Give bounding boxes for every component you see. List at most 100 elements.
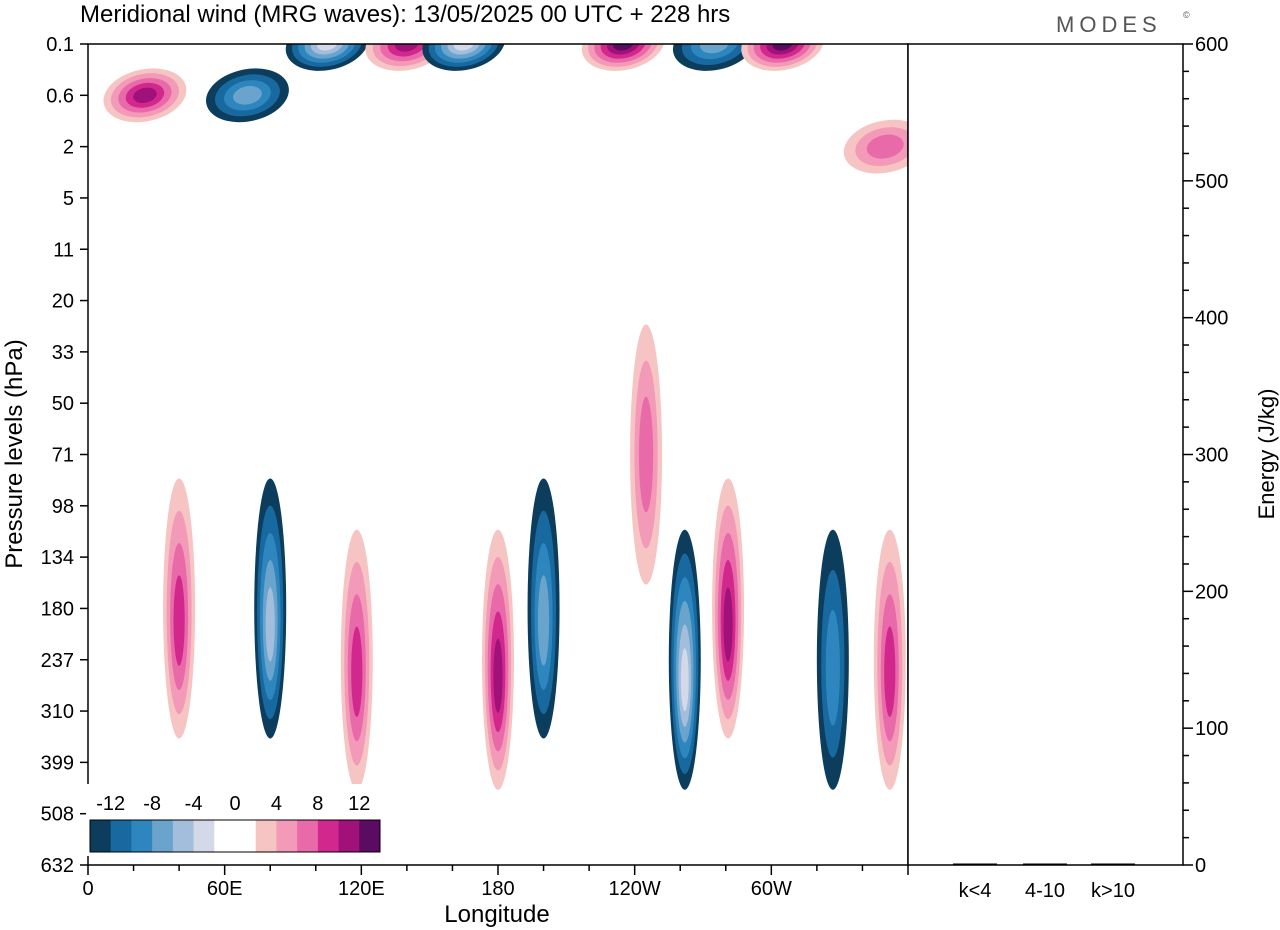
contour-band	[310, 44, 344, 55]
chart-title: Meridional wind (MRG waves): 13/05/2025 …	[80, 1, 730, 28]
y-tick-label: 632	[41, 855, 74, 877]
colorbar-legend: -12 -8 -4 0 4 8 12	[86, 784, 384, 856]
x-tick-label: 120E	[338, 878, 385, 900]
contour-band	[265, 587, 275, 662]
energy-category-label: k>10	[1091, 880, 1135, 902]
contour-band	[866, 134, 904, 159]
brand-logo: MODES	[1056, 12, 1162, 37]
energy-bars: k<4 4-10 k>10	[953, 863, 1135, 902]
wind-feature	[206, 68, 289, 123]
x-tick-label: 180	[481, 878, 514, 900]
energy-bar	[1091, 863, 1135, 865]
colorbar-label: 0	[229, 793, 240, 815]
wind-feature	[873, 529, 906, 790]
energy-axis-label: Energy (J/kg)	[1254, 389, 1279, 520]
energy-bar	[1023, 863, 1067, 865]
colorbar-swatch	[338, 820, 360, 852]
x-tick-label: 60W	[751, 878, 792, 900]
colorbar-swatch	[193, 820, 215, 852]
y-tick-label: 237	[41, 650, 74, 672]
energy-tick-label: 0	[1195, 855, 1206, 877]
y-tick-label: 98	[52, 496, 74, 518]
y-axis-label: Pressure levels (hPa)	[1, 339, 28, 568]
wind-feature	[843, 119, 908, 174]
energy-tick-label: 600	[1195, 34, 1228, 56]
colorbar-swatch	[110, 820, 132, 852]
contour-band	[606, 44, 640, 55]
colorbar-swatch	[235, 820, 257, 852]
contour-band	[395, 44, 419, 52]
colorbar-swatch	[255, 820, 277, 852]
y-tick-label: 180	[41, 598, 74, 620]
colorbar-swatch	[172, 820, 195, 852]
contour-band	[351, 626, 363, 717]
colorbar-label: -8	[143, 793, 161, 815]
contour-band	[723, 587, 733, 662]
x-tick-label: 120W	[609, 878, 661, 900]
y-tick-label: 134	[41, 547, 74, 569]
longitude-axis: 0 60E 120E 180 120W 60W	[82, 865, 909, 900]
wind-feature	[340, 529, 373, 790]
contour-band	[825, 609, 840, 726]
contour-band	[638, 396, 654, 513]
contour-band	[884, 626, 896, 717]
energy-tick-label: 400	[1195, 308, 1228, 330]
wind-feature	[103, 68, 187, 123]
wind-feature	[712, 478, 745, 739]
contour-band	[447, 44, 481, 55]
contour-band	[766, 44, 800, 55]
contour-band	[699, 44, 729, 54]
y-tick-label: 5	[63, 188, 74, 210]
energy-panel-frame	[907, 43, 1184, 866]
energy-category-label: k<4	[959, 880, 992, 902]
colorbar-swatch	[90, 820, 112, 852]
y-tick-label: 33	[52, 342, 74, 364]
colorbar-label: 8	[312, 793, 323, 815]
y-tick-label: 0.6	[46, 85, 74, 107]
colorbar-swatch	[317, 820, 340, 852]
colorbar-swatch	[131, 820, 153, 852]
colorbar-label: -12	[96, 793, 125, 815]
colorbar-frame	[89, 819, 381, 853]
wind-feature	[630, 324, 663, 585]
colorbar-label: 12	[348, 793, 370, 815]
wind-feature	[163, 478, 196, 739]
contour-band	[133, 87, 157, 103]
energy-tick-label: 200	[1195, 581, 1228, 603]
contour-band	[493, 638, 503, 713]
contour-band	[233, 86, 262, 105]
y-tick-label: 20	[52, 291, 74, 313]
y-tick-label: 71	[52, 445, 74, 467]
wind-feature	[254, 478, 287, 739]
contour-band	[173, 575, 185, 666]
energy-tick-label: 300	[1195, 445, 1228, 467]
y-tick-label: 50	[52, 393, 74, 415]
energy-category-label: 4-10	[1025, 880, 1065, 902]
y-tick-label: 399	[41, 752, 74, 774]
colorbar-swatch	[214, 820, 236, 852]
energy-tick-label: 100	[1195, 718, 1228, 740]
colorbar-label: 4	[271, 793, 282, 815]
wind-field	[103, 44, 908, 790]
x-tick-label: 60E	[207, 878, 243, 900]
y-tick-label: 11	[53, 239, 74, 261]
colorbar-label: -4	[185, 793, 203, 815]
energy-bar	[953, 863, 997, 865]
wind-feature	[527, 478, 560, 739]
colorbar-swatch	[152, 820, 174, 852]
x-tick-label: 0	[82, 878, 93, 900]
y-tick-label: 2	[63, 137, 74, 159]
pressure-axis: 0.1 0.6 2 5 11 20 33 50 71 98 134 180 237 310 399 508 63…	[41, 34, 88, 877]
brand-mark: ©	[1183, 10, 1190, 20]
y-tick-label: 508	[41, 804, 74, 826]
wind-feature	[668, 529, 701, 790]
contour-band	[537, 575, 550, 666]
y-tick-label: 0.1	[46, 34, 74, 56]
contour-band	[387, 44, 427, 57]
wind-feature	[482, 529, 514, 790]
energy-tick-label: 500	[1195, 171, 1228, 193]
colorbar-swatch	[276, 820, 298, 852]
wind-feature	[816, 529, 849, 790]
contour-band	[680, 648, 689, 712]
